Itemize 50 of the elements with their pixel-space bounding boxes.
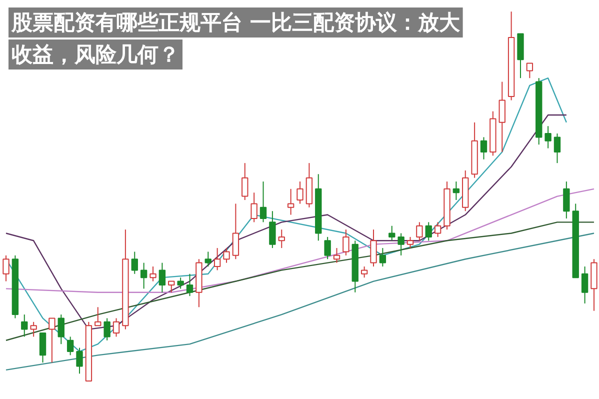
candlestick xyxy=(434,222,442,238)
candlestick xyxy=(66,336,74,356)
candlestick xyxy=(278,229,285,249)
candlestick xyxy=(48,318,56,364)
candlestick xyxy=(260,181,267,223)
candlestick xyxy=(186,273,194,297)
candlestick xyxy=(76,347,83,374)
candlestick xyxy=(416,222,423,242)
candlestick xyxy=(232,203,240,260)
candlestick xyxy=(94,306,102,326)
candlestick xyxy=(554,133,561,164)
candlestick xyxy=(158,262,166,293)
candlestick xyxy=(544,126,552,149)
candlestick xyxy=(269,210,276,249)
candlestick xyxy=(296,181,304,204)
candlestick xyxy=(21,314,28,338)
candlestick xyxy=(223,248,230,264)
candlestick xyxy=(30,321,37,338)
candlestick xyxy=(250,192,258,223)
candlestick xyxy=(398,232,404,256)
candlestick xyxy=(379,248,386,267)
candlestick xyxy=(287,188,294,216)
candlestick xyxy=(342,229,350,256)
candlestick xyxy=(104,318,110,341)
candlestick xyxy=(131,251,138,274)
candlestick xyxy=(168,280,175,293)
candlestick xyxy=(480,136,488,160)
candlestick xyxy=(324,236,331,260)
candlestick xyxy=(112,318,120,338)
candlestick xyxy=(140,262,148,290)
candlestick xyxy=(370,229,377,267)
candlestick xyxy=(406,236,414,249)
candlestick xyxy=(2,254,10,282)
candlestick xyxy=(58,314,64,345)
candlestick xyxy=(214,248,221,271)
candlestick xyxy=(452,181,460,200)
candlestick xyxy=(581,266,588,304)
candlestick xyxy=(360,266,368,278)
candlestick xyxy=(425,222,432,242)
candlestick xyxy=(242,162,248,200)
candlestick xyxy=(39,332,46,364)
text: 股票配资有哪些正规平台 一比三配资协议：放大收益，风险几何？ xyxy=(10,10,461,66)
candlestick xyxy=(388,225,396,242)
candlestick xyxy=(333,248,340,264)
candlestick xyxy=(204,251,212,267)
candlestick xyxy=(563,181,570,219)
candlestick xyxy=(150,266,156,282)
candlestick xyxy=(177,277,184,290)
candlestick xyxy=(498,81,506,152)
candlestick xyxy=(526,62,534,79)
